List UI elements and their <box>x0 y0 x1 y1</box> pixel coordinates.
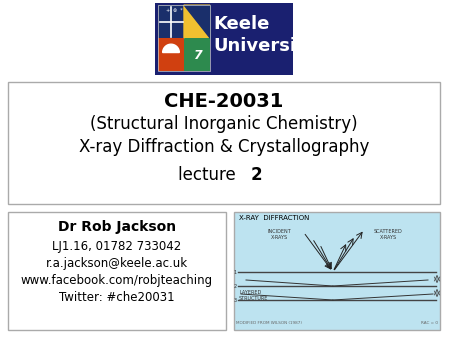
Text: SCATTERED
X-RAYS: SCATTERED X-RAYS <box>374 229 403 240</box>
Text: 7: 7 <box>193 49 202 62</box>
Text: Dr Rob Jackson: Dr Rob Jackson <box>58 220 176 234</box>
Text: www.facebook.com/robjteaching: www.facebook.com/robjteaching <box>21 274 213 287</box>
Polygon shape <box>163 44 179 52</box>
Text: INCIDENT
X-RAYS: INCIDENT X-RAYS <box>267 229 291 240</box>
Text: MODIFIED FROM WILSON (1987): MODIFIED FROM WILSON (1987) <box>236 321 302 325</box>
Polygon shape <box>184 5 210 38</box>
Text: LJ1.16, 01782 733042: LJ1.16, 01782 733042 <box>52 240 182 253</box>
Bar <box>8 82 440 204</box>
Text: lecture: lecture <box>177 166 240 184</box>
Bar <box>8 212 226 330</box>
Bar <box>155 3 293 75</box>
Text: 1: 1 <box>234 269 237 274</box>
Text: Keele: Keele <box>213 15 270 33</box>
Text: 2: 2 <box>234 284 237 289</box>
Text: 2: 2 <box>250 166 262 184</box>
Text: X-RAY  DIFFRACTION: X-RAY DIFFRACTION <box>239 215 310 221</box>
Bar <box>158 5 210 71</box>
Text: Twitter: #che20031: Twitter: #che20031 <box>59 291 175 304</box>
Bar <box>158 38 184 71</box>
Text: (Structural Inorganic Chemistry): (Structural Inorganic Chemistry) <box>90 115 358 133</box>
Bar <box>184 5 210 38</box>
Text: 3: 3 <box>234 297 237 303</box>
Text: +  ⊗  *: + ⊗ * <box>166 8 183 13</box>
Text: CHE-20031: CHE-20031 <box>164 92 284 111</box>
Text: r.a.jackson@keele.ac.uk: r.a.jackson@keele.ac.uk <box>46 257 188 270</box>
Polygon shape <box>184 5 210 38</box>
Text: X-ray Diffraction & Crystallography: X-ray Diffraction & Crystallography <box>79 138 369 156</box>
Text: University: University <box>213 37 316 55</box>
Bar <box>234 212 440 330</box>
Bar <box>158 5 184 38</box>
Text: RAC = 0: RAC = 0 <box>421 321 438 325</box>
Text: LAYERED
STRUCTURE: LAYERED STRUCTURE <box>239 290 268 301</box>
Bar <box>184 38 210 71</box>
